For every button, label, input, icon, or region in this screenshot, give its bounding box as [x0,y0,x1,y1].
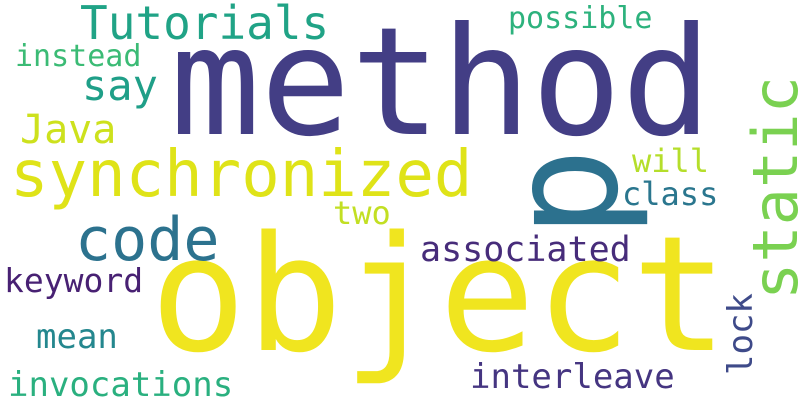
word-object: object [150,201,728,388]
word-tutorials: Tutorials [80,0,330,50]
word-keyword: keyword [4,261,144,300]
word-instead: instead [15,39,142,74]
word-lock: lock [721,293,761,375]
word-mean: mean [36,317,118,357]
word-static: static [739,76,800,300]
word-method: method [170,0,712,170]
word-class: class [622,175,719,213]
word-p: p [478,147,652,238]
word-will: will [632,142,710,180]
word-interleave: interleave [470,357,675,397]
word-associated: associated [420,230,631,270]
word-two: two [333,194,391,232]
word-code: code [75,205,220,275]
word-synchronized: synchronized [10,138,473,212]
word-say: say [82,61,158,110]
word-invocations: invocations [8,365,234,400]
word-java: Java [20,107,117,153]
word-possible: possible [508,1,653,36]
